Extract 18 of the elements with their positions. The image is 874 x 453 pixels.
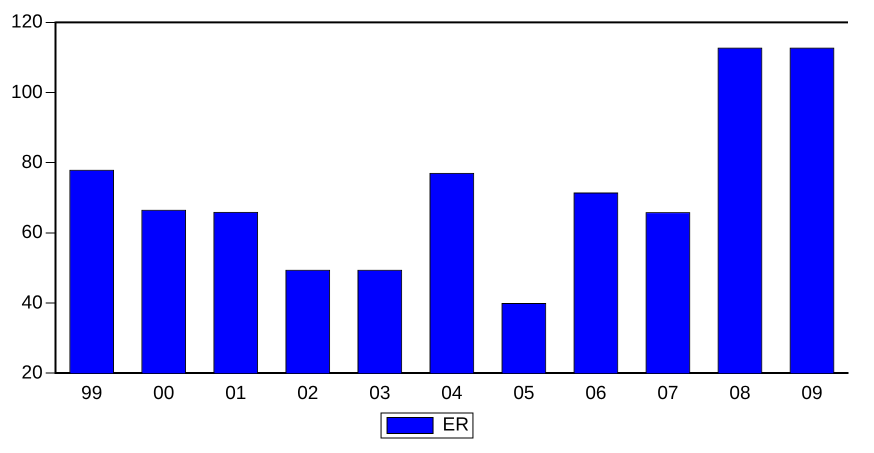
y-tick-label: 60 (22, 222, 43, 244)
x-tick-label: 02 (297, 382, 318, 404)
x-tick-label: 07 (657, 382, 678, 404)
y-tick-label: 100 (11, 82, 43, 103)
x-tick-label: 03 (369, 382, 390, 404)
x-tick-label: 00 (153, 382, 174, 404)
x-tick-label: 01 (225, 382, 246, 404)
x-tick-label: 08 (729, 382, 751, 404)
x-tick-label: 06 (585, 382, 606, 404)
x-tick-label: 99 (81, 382, 102, 404)
legend-label: ER (442, 414, 469, 436)
y-tick-label: 20 (22, 362, 43, 384)
y-tick-label: 40 (22, 292, 43, 314)
y-tick-label: 80 (22, 152, 43, 173)
x-tick-label: 05 (513, 382, 534, 404)
x-tick-label: 09 (801, 382, 823, 404)
y-tick-label: 120 (11, 12, 43, 33)
x-tick-label: 04 (441, 382, 463, 404)
